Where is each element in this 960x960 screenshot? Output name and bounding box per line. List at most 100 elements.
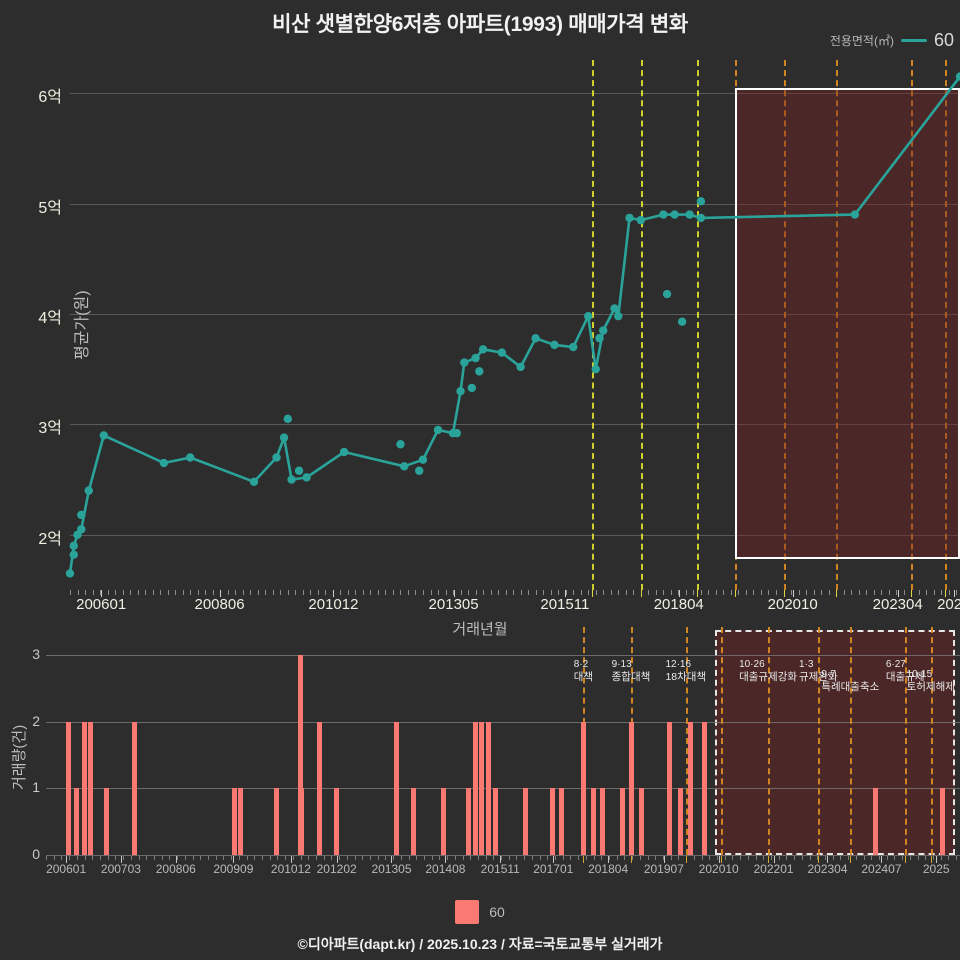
- x-tick: [339, 856, 341, 860]
- price-point: [471, 353, 480, 363]
- x-tick: [732, 856, 734, 860]
- x-tick: [416, 856, 418, 860]
- x-tick: [940, 856, 942, 860]
- policy-annotation: 9·13 종합대책: [612, 659, 651, 683]
- x-tick: [325, 590, 327, 595]
- x-tick: [873, 590, 875, 595]
- price-point-extra: [69, 550, 78, 559]
- x-tick-major: [773, 856, 775, 863]
- x-tick: [791, 590, 792, 595]
- x-tick: [855, 856, 857, 860]
- event-line: [697, 60, 700, 590]
- volume-bar: [298, 655, 304, 855]
- x-tick: [505, 590, 507, 595]
- x-tick-label: 2025: [937, 596, 960, 613]
- x-tick-event: [720, 856, 722, 863]
- x-tick: [192, 856, 194, 860]
- x-tick: [423, 856, 425, 860]
- event-line: [768, 627, 771, 855]
- volume-y-tick-label: 3: [32, 646, 40, 662]
- x-tick-event: [930, 856, 932, 863]
- legend-label: 전용면적(㎡): [829, 34, 894, 48]
- x-tick: [430, 590, 432, 595]
- legend-value: 60: [933, 30, 954, 50]
- x-tick: [175, 590, 177, 595]
- x-tick-major: [175, 856, 177, 863]
- x-tick: [745, 590, 747, 595]
- x-tick: [272, 590, 274, 595]
- y-tick-label: 4억: [38, 309, 62, 327]
- price-point: [185, 453, 195, 462]
- x-tick: [235, 590, 237, 595]
- x-tick: [771, 856, 773, 860]
- gridline: [46, 655, 960, 656]
- x-tick-event: [783, 590, 785, 597]
- x-tick-event: [911, 590, 913, 597]
- x-tick: [92, 856, 94, 860]
- volume-bar: [316, 721, 322, 855]
- gridline: [70, 313, 960, 315]
- x-tick-event: [944, 590, 946, 597]
- x-tick: [422, 590, 424, 595]
- price-point-extra: [396, 440, 405, 449]
- x-tick: [295, 590, 297, 595]
- volume-bar: [629, 721, 635, 855]
- x-tick: [555, 856, 557, 860]
- x-tick: [85, 590, 87, 595]
- gridline: [70, 93, 960, 95]
- x-tick: [693, 856, 695, 860]
- annotation-line1: 8·2: [573, 659, 589, 670]
- x-tick: [543, 590, 545, 595]
- x-tick: [130, 590, 132, 595]
- page-title: 비산 샛별한양6저층 아파트(1993) 매매가격 변화: [272, 13, 688, 36]
- volume-x-tick-label: 201701: [533, 862, 574, 876]
- x-tick: [238, 856, 240, 860]
- x-tick: [332, 590, 334, 595]
- volume-bar: [485, 721, 491, 855]
- x-tick: [254, 856, 256, 860]
- x-tick: [603, 590, 605, 595]
- x-tick: [708, 590, 710, 595]
- price-line-series: [65, 72, 960, 578]
- x-tick: [715, 590, 717, 595]
- annotation-line2: 대출규제: [885, 671, 925, 683]
- x-tick: [663, 856, 665, 860]
- annotation-line1: 9·7: [821, 669, 836, 680]
- x-tick: [817, 856, 819, 860]
- legend-line-swatch: [900, 39, 927, 42]
- highlight-box: [715, 630, 956, 855]
- price-point: [591, 364, 600, 374]
- price-point: [287, 475, 296, 484]
- x-tick: [655, 856, 657, 860]
- x-tick: [53, 856, 55, 860]
- x-tick: [477, 856, 479, 860]
- price-point: [478, 345, 488, 354]
- x-tick: [778, 856, 780, 860]
- x-tick: [825, 856, 827, 860]
- x-tick: [747, 856, 749, 860]
- x-tick-major: [391, 856, 393, 863]
- x-tick: [585, 856, 587, 860]
- price-point: [659, 210, 668, 219]
- x-tick: [647, 856, 649, 860]
- x-tick-major: [564, 590, 566, 597]
- x-tick: [633, 590, 635, 595]
- x-tick: [215, 856, 217, 860]
- x-tick: [377, 856, 379, 860]
- x-tick: [593, 856, 595, 860]
- x-tick: [369, 856, 371, 860]
- x-tick-label: 201511: [540, 596, 590, 613]
- volume-x-tick-label: 200909: [213, 862, 254, 876]
- x-tick: [182, 590, 184, 595]
- annotation-line2: 대책: [573, 671, 594, 683]
- x-tick: [190, 590, 192, 595]
- annotation-line2: 특례대출축소: [821, 681, 880, 693]
- x-tick: [317, 590, 319, 595]
- x-tick: [578, 856, 580, 860]
- x-tick-major: [827, 856, 829, 863]
- volume-bar: [939, 788, 945, 855]
- x-tick: [609, 856, 611, 860]
- x-tick: [453, 590, 455, 595]
- price-point: [516, 362, 525, 372]
- x-tick: [933, 856, 934, 860]
